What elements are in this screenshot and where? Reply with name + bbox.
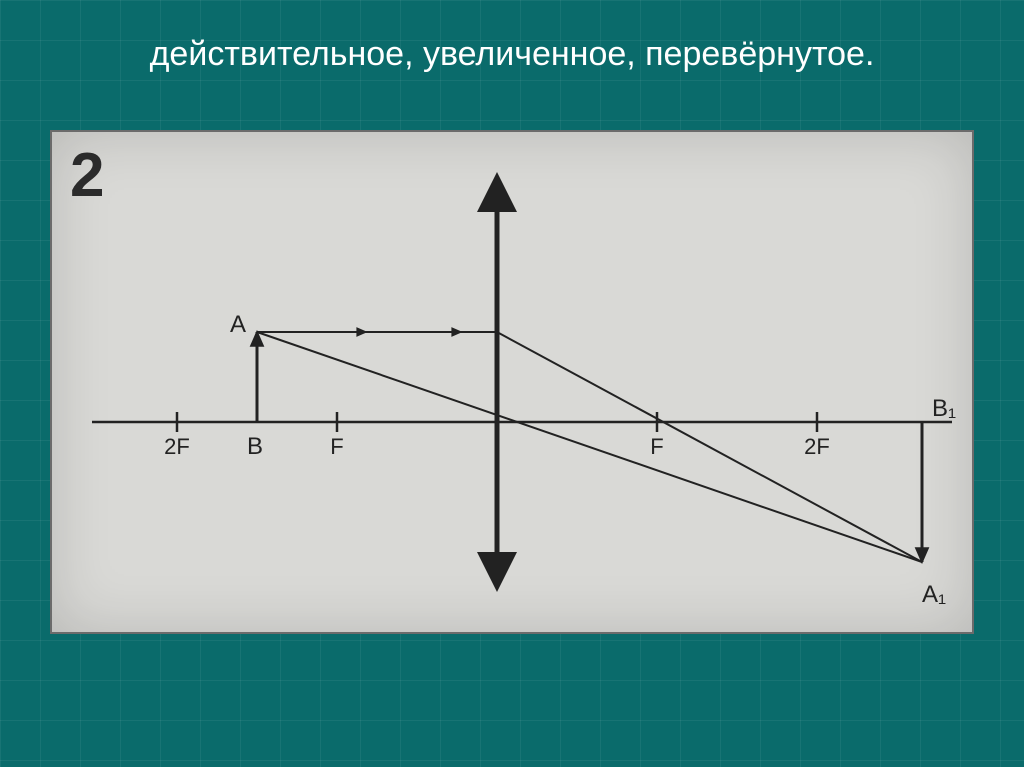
label-a: A (230, 311, 246, 338)
slide-background: действительное, увеличенное, перевёрнуто… (0, 0, 1024, 767)
optics-figure: 2 2F F (50, 130, 974, 634)
optics-diagram-svg: 2F F F 2F A B B₁ A₁ (52, 132, 972, 632)
label-b1: B₁ (932, 395, 956, 422)
tick-label-f-left: F (330, 434, 343, 459)
label-a1: A₁ (922, 581, 946, 608)
label-b: B (247, 433, 263, 460)
tick-label-f-right: F (650, 434, 663, 459)
slide-title: действительное, увеличенное, перевёрнуто… (0, 35, 1024, 74)
tick-label-2f-left: 2F (164, 434, 190, 459)
tick-label-2f-right: 2F (804, 434, 830, 459)
